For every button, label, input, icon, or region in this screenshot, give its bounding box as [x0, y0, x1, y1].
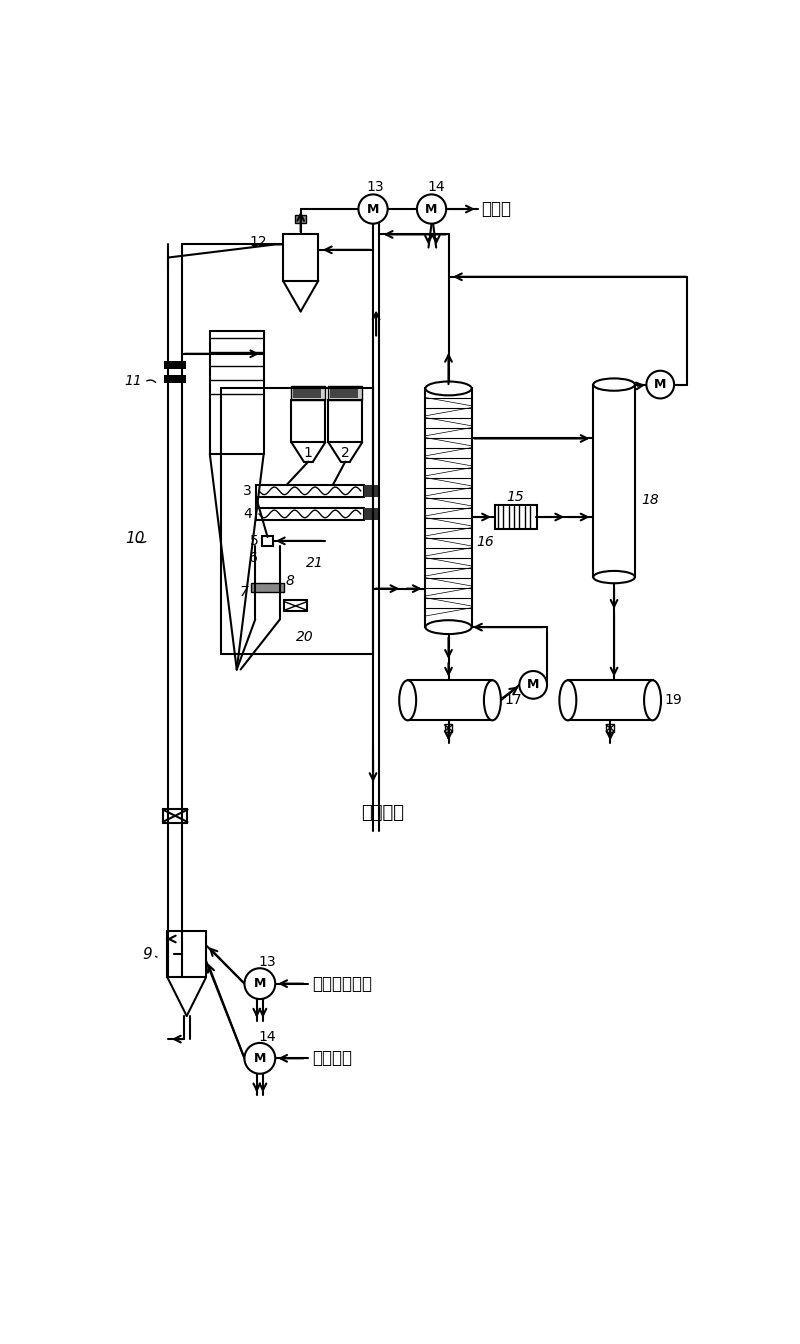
Circle shape [358, 195, 388, 223]
Bar [284, 601, 307, 612]
Text: 1: 1 [304, 446, 313, 460]
Circle shape [417, 195, 446, 223]
Bar [330, 387, 358, 398]
Text: 13: 13 [258, 956, 276, 969]
Text: M: M [654, 378, 666, 391]
Bar [164, 362, 186, 370]
Bar [328, 401, 362, 442]
Circle shape [519, 671, 547, 699]
Text: M: M [527, 679, 539, 691]
Ellipse shape [594, 571, 635, 583]
Text: 11: 11 [124, 374, 142, 387]
Circle shape [646, 371, 674, 398]
Text: 16: 16 [476, 535, 494, 550]
Bar [426, 388, 472, 628]
Bar [445, 724, 452, 732]
Bar [291, 386, 326, 401]
Text: 4: 4 [243, 507, 252, 521]
Text: 3: 3 [243, 484, 252, 497]
Text: 21: 21 [306, 556, 324, 570]
Text: 剩余燃气: 剩余燃气 [361, 804, 404, 823]
Bar [256, 485, 364, 497]
Text: 15: 15 [506, 491, 524, 504]
Bar [295, 215, 306, 223]
Ellipse shape [426, 382, 472, 395]
Bar [164, 375, 186, 383]
Text: 14: 14 [258, 1030, 276, 1044]
Ellipse shape [644, 680, 661, 720]
Text: M: M [367, 203, 379, 215]
Bar [568, 680, 653, 720]
Bar [364, 485, 378, 497]
Bar [167, 931, 206, 977]
Ellipse shape [399, 680, 416, 720]
Bar [494, 505, 537, 530]
Text: 14: 14 [428, 180, 446, 195]
Text: 8: 8 [286, 574, 295, 587]
Bar [293, 387, 321, 398]
Bar [283, 234, 318, 281]
Bar [594, 384, 635, 577]
Text: 20: 20 [296, 630, 314, 644]
Bar [408, 680, 492, 720]
Bar [606, 724, 614, 732]
Bar [291, 401, 326, 442]
Text: 19: 19 [664, 694, 682, 707]
Bar [250, 583, 285, 593]
Circle shape [245, 968, 275, 999]
Bar [328, 386, 362, 401]
Text: M: M [426, 203, 438, 215]
Text: 废烟气: 废烟气 [482, 200, 512, 218]
Ellipse shape [426, 620, 472, 634]
Text: 6: 6 [250, 551, 258, 564]
Text: 9: 9 [142, 948, 152, 962]
Bar [222, 388, 373, 655]
Text: M: M [254, 977, 266, 991]
Text: 18: 18 [641, 493, 658, 507]
Text: M: M [254, 1052, 266, 1064]
Bar [163, 809, 187, 823]
Bar [262, 535, 273, 546]
Text: 2: 2 [341, 446, 350, 460]
Text: 13: 13 [367, 180, 385, 195]
Text: 17: 17 [504, 694, 522, 707]
Text: 循环回用燃气: 循环回用燃气 [312, 974, 372, 993]
Ellipse shape [594, 379, 635, 391]
Ellipse shape [559, 680, 576, 720]
Bar [364, 508, 378, 520]
Bar [256, 508, 364, 520]
Text: 压缩空气: 压缩空气 [312, 1050, 352, 1067]
Text: 7: 7 [240, 586, 249, 599]
Text: 5: 5 [250, 534, 258, 548]
Ellipse shape [484, 680, 501, 720]
Text: 10: 10 [125, 531, 145, 546]
Circle shape [245, 1043, 275, 1074]
Text: 12: 12 [250, 235, 267, 249]
